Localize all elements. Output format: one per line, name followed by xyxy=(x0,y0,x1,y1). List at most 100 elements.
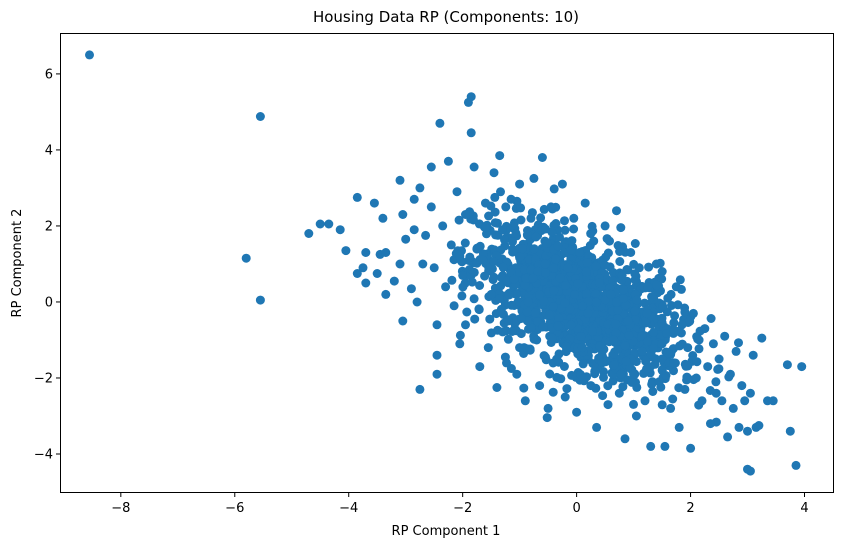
data-point xyxy=(549,263,559,273)
data-point xyxy=(525,344,535,354)
data-point xyxy=(640,298,650,308)
data-point xyxy=(469,162,479,172)
data-point xyxy=(581,267,591,277)
data-point xyxy=(398,316,408,326)
data-point xyxy=(782,360,792,370)
data-point xyxy=(511,228,521,238)
data-point xyxy=(475,362,485,372)
data-point xyxy=(475,281,485,290)
data-point xyxy=(509,274,519,284)
data-point xyxy=(553,241,563,251)
x-tick-label: −6 xyxy=(225,501,244,516)
data-point xyxy=(569,224,579,234)
data-point xyxy=(619,285,628,295)
data-point xyxy=(441,282,451,292)
data-point xyxy=(609,360,619,370)
points-layer xyxy=(85,50,807,476)
data-point xyxy=(669,358,678,368)
data-point xyxy=(516,203,526,213)
data-point xyxy=(352,192,362,202)
data-point xyxy=(657,354,667,364)
data-point xyxy=(674,422,684,432)
data-point xyxy=(711,377,721,387)
y-tick-label: −2 xyxy=(34,371,53,386)
data-point xyxy=(648,344,658,354)
y-tick-label: 4 xyxy=(45,143,53,158)
data-point xyxy=(490,218,500,228)
data-point xyxy=(618,294,628,304)
data-point xyxy=(623,265,633,275)
data-point xyxy=(615,247,625,256)
data-point xyxy=(503,316,513,326)
data-point xyxy=(537,153,547,162)
data-point xyxy=(683,361,693,371)
x-tick-label: −2 xyxy=(453,501,472,516)
data-point xyxy=(591,261,601,271)
data-point xyxy=(548,302,558,311)
data-point xyxy=(569,213,579,223)
data-point xyxy=(519,383,529,393)
data-point xyxy=(631,411,641,421)
data-point xyxy=(552,354,562,364)
data-point xyxy=(489,257,498,266)
data-point xyxy=(518,244,527,254)
data-point xyxy=(542,413,552,423)
data-point xyxy=(563,263,573,273)
data-point xyxy=(714,354,724,364)
data-point xyxy=(630,306,640,316)
data-point xyxy=(642,364,651,374)
data-point xyxy=(432,350,442,360)
data-point xyxy=(545,310,555,320)
data-point xyxy=(677,320,687,330)
data-point xyxy=(560,225,570,235)
data-point xyxy=(529,173,539,183)
data-point xyxy=(457,291,467,301)
data-point xyxy=(683,343,693,353)
data-point xyxy=(469,294,479,304)
data-point xyxy=(613,344,623,354)
data-point xyxy=(545,369,555,379)
data-point xyxy=(754,421,764,430)
data-point xyxy=(489,168,499,178)
data-point xyxy=(529,244,539,254)
y-tick-label: 0 xyxy=(45,295,53,310)
data-point xyxy=(509,218,519,228)
data-point xyxy=(542,238,552,248)
data-point xyxy=(429,263,439,273)
data-point xyxy=(551,254,561,264)
data-point xyxy=(673,300,683,310)
data-point xyxy=(500,235,509,245)
plot-frame xyxy=(60,33,834,493)
data-point xyxy=(438,221,448,231)
data-point xyxy=(548,387,558,397)
data-point xyxy=(691,373,701,383)
data-point xyxy=(455,339,465,349)
data-point xyxy=(723,432,733,442)
data-point xyxy=(634,263,644,273)
data-point xyxy=(686,443,696,453)
data-point xyxy=(731,346,741,356)
data-point xyxy=(523,297,533,307)
data-point xyxy=(549,286,559,296)
data-point xyxy=(395,175,405,185)
x-tick-label: −8 xyxy=(111,501,130,516)
data-point xyxy=(642,336,652,346)
data-point xyxy=(725,369,735,379)
data-point xyxy=(540,259,550,269)
data-point xyxy=(613,305,623,315)
y-tick-label: 2 xyxy=(45,219,53,234)
data-point xyxy=(398,210,408,219)
data-point xyxy=(519,265,529,275)
data-point xyxy=(389,276,399,286)
data-point xyxy=(522,307,532,317)
data-point xyxy=(611,328,621,338)
data-point xyxy=(647,292,657,302)
data-point xyxy=(485,314,495,324)
data-point xyxy=(675,275,685,285)
data-point xyxy=(668,394,678,404)
data-point xyxy=(728,403,738,413)
data-point xyxy=(381,248,391,257)
data-point xyxy=(663,293,673,303)
data-point xyxy=(465,265,474,274)
data-point xyxy=(555,232,564,242)
